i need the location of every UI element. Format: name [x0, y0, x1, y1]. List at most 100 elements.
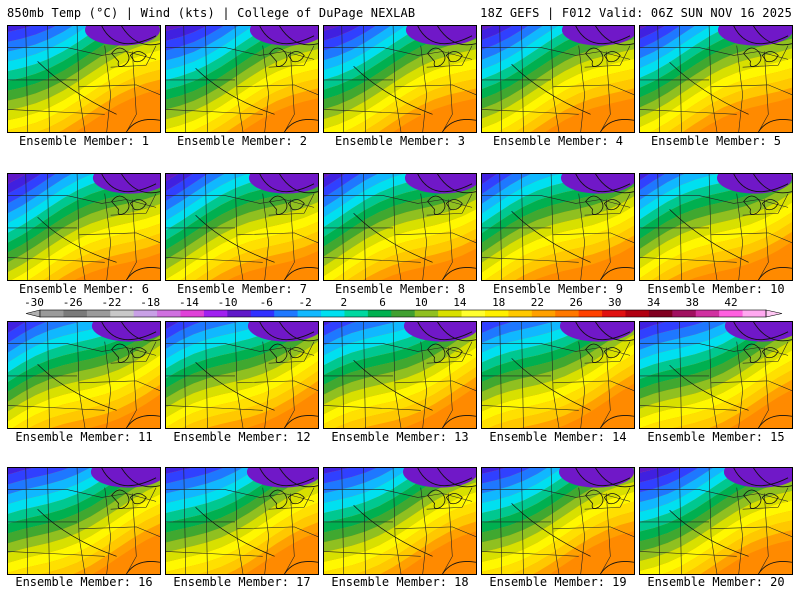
temperature-map — [640, 468, 792, 574]
ensemble-member-caption: Ensemble Member: 20 — [647, 575, 785, 589]
colorbar-swatch — [461, 310, 486, 317]
colorbar-swatch — [484, 310, 509, 317]
colorbar-swatch — [508, 310, 533, 317]
colorbar-swatch — [742, 310, 767, 317]
ensemble-member-map — [481, 25, 635, 133]
temperature-map — [482, 468, 634, 574]
colorbar-label: -2 — [298, 296, 311, 309]
colorbar-swatch — [297, 310, 322, 317]
ensemble-member-caption: Ensemble Member: 9 — [492, 282, 624, 296]
colorbar-swatch — [578, 310, 603, 317]
colorbar-label: 10 — [415, 296, 428, 309]
temperature-map — [166, 174, 318, 280]
ensemble-member-map — [639, 25, 793, 133]
colorbar-label: 22 — [531, 296, 544, 309]
colorbar-swatch — [555, 310, 580, 317]
colorbar-label: 18 — [492, 296, 505, 309]
ensemble-member-caption: Ensemble Member: 2 — [176, 134, 308, 148]
temperature-map — [166, 26, 318, 132]
ensemble-member-caption: Ensemble Member: 15 — [647, 430, 785, 444]
ensemble-member-caption: Ensemble Member: 14 — [489, 430, 627, 444]
temperature-map — [482, 322, 634, 428]
ensemble-member-caption: Ensemble Member: 4 — [492, 134, 624, 148]
ensemble-member-map — [165, 467, 319, 575]
ensemble-member-map — [639, 467, 793, 575]
ensemble-member-map — [323, 25, 477, 133]
colorbar-label: -18 — [140, 296, 160, 309]
colorbar-label: 38 — [686, 296, 699, 309]
colorbar-swatch — [203, 310, 228, 317]
colorbar-swatch — [157, 310, 181, 317]
ensemble-member-caption: Ensemble Member: 11 — [15, 430, 153, 444]
temperature-map — [324, 468, 476, 574]
ensemble-member-map — [7, 321, 161, 429]
colorbar-swatch — [531, 310, 556, 317]
ensemble-member-caption: Ensemble Member: 17 — [173, 575, 311, 589]
ensemble-member-map — [639, 321, 793, 429]
colorbar-swatch — [321, 310, 345, 317]
ensemble-member-map — [7, 25, 161, 133]
temperature-map — [640, 322, 792, 428]
ensemble-member-caption: Ensemble Member: 6 — [18, 282, 150, 296]
ensemble-member-map — [323, 467, 477, 575]
ensemble-member-caption: Ensemble Member: 10 — [647, 282, 785, 296]
temperature-map — [324, 174, 476, 280]
colorbar-swatch — [180, 310, 205, 317]
temperature-map — [482, 174, 634, 280]
ensemble-member-caption: Ensemble Member: 13 — [331, 430, 469, 444]
temperature-map — [8, 468, 160, 574]
colorbar-label: 2 — [340, 296, 347, 309]
temperature-map — [8, 174, 160, 280]
temperature-map — [324, 322, 476, 428]
colorbar-swatch — [391, 310, 416, 317]
colorbar-label: -6 — [260, 296, 273, 309]
ensemble-member-caption: Ensemble Member: 12 — [173, 430, 311, 444]
ensemble-member-caption: Ensemble Member: 19 — [489, 575, 627, 589]
ensemble-member-map — [481, 173, 635, 281]
colorbar-swatch — [274, 310, 299, 317]
colorbar-swatch — [648, 310, 673, 317]
colorbar-label: -14 — [179, 296, 199, 309]
colorbar-swatch — [719, 310, 743, 317]
colorbar-swatch — [367, 310, 392, 317]
colorbar-swatch — [86, 310, 111, 317]
ensemble-member-caption: Ensemble Member: 7 — [176, 282, 308, 296]
ensemble-member-map — [7, 467, 161, 575]
colorbar-swatch — [133, 310, 158, 317]
temperature-map — [166, 322, 318, 428]
ensemble-member-map — [639, 173, 793, 281]
ensemble-member-caption: Ensemble Member: 18 — [331, 575, 469, 589]
colorbar-swatch — [625, 310, 650, 317]
colorbar-swatch — [110, 310, 135, 317]
ensemble-member-caption: Ensemble Member: 8 — [334, 282, 466, 296]
temperature-map — [8, 322, 160, 428]
colorbar-label: 34 — [647, 296, 661, 309]
ensemble-member-caption: Ensemble Member: 5 — [650, 134, 782, 148]
ensemble-member-map — [323, 321, 477, 429]
ensemble-member-map — [481, 321, 635, 429]
colorbar-swatch — [672, 310, 697, 317]
header-run-info: 18Z GEFS | F012 Valid: 06Z SUN NOV 16 20… — [480, 6, 792, 20]
temperature-map — [640, 26, 792, 132]
colorbar-label: 26 — [569, 296, 582, 309]
temperature-map — [8, 26, 160, 132]
colorbar-label: 14 — [453, 296, 467, 309]
ensemble-member-caption: Ensemble Member: 16 — [15, 575, 153, 589]
colorbar-label: 42 — [724, 296, 737, 309]
ensemble-member-map — [165, 321, 319, 429]
ensemble-member-map — [7, 173, 161, 281]
temperature-map — [640, 174, 792, 280]
temperature-map — [166, 468, 318, 574]
colorbar-label: -30 — [24, 296, 44, 309]
ensemble-member-map — [165, 173, 319, 281]
colorbar-swatch — [63, 310, 88, 317]
colorbar-swatch — [250, 310, 275, 317]
colorbar-swatch — [438, 310, 462, 317]
colorbar-swatch — [227, 310, 252, 317]
colorbar-label: -26 — [63, 296, 83, 309]
ensemble-member-caption: Ensemble Member: 1 — [18, 134, 150, 148]
colorbar-label: -10 — [218, 296, 238, 309]
ensemble-member-map — [165, 25, 319, 133]
colorbar-swatch — [695, 310, 720, 317]
ensemble-member-caption: Ensemble Member: 3 — [334, 134, 466, 148]
